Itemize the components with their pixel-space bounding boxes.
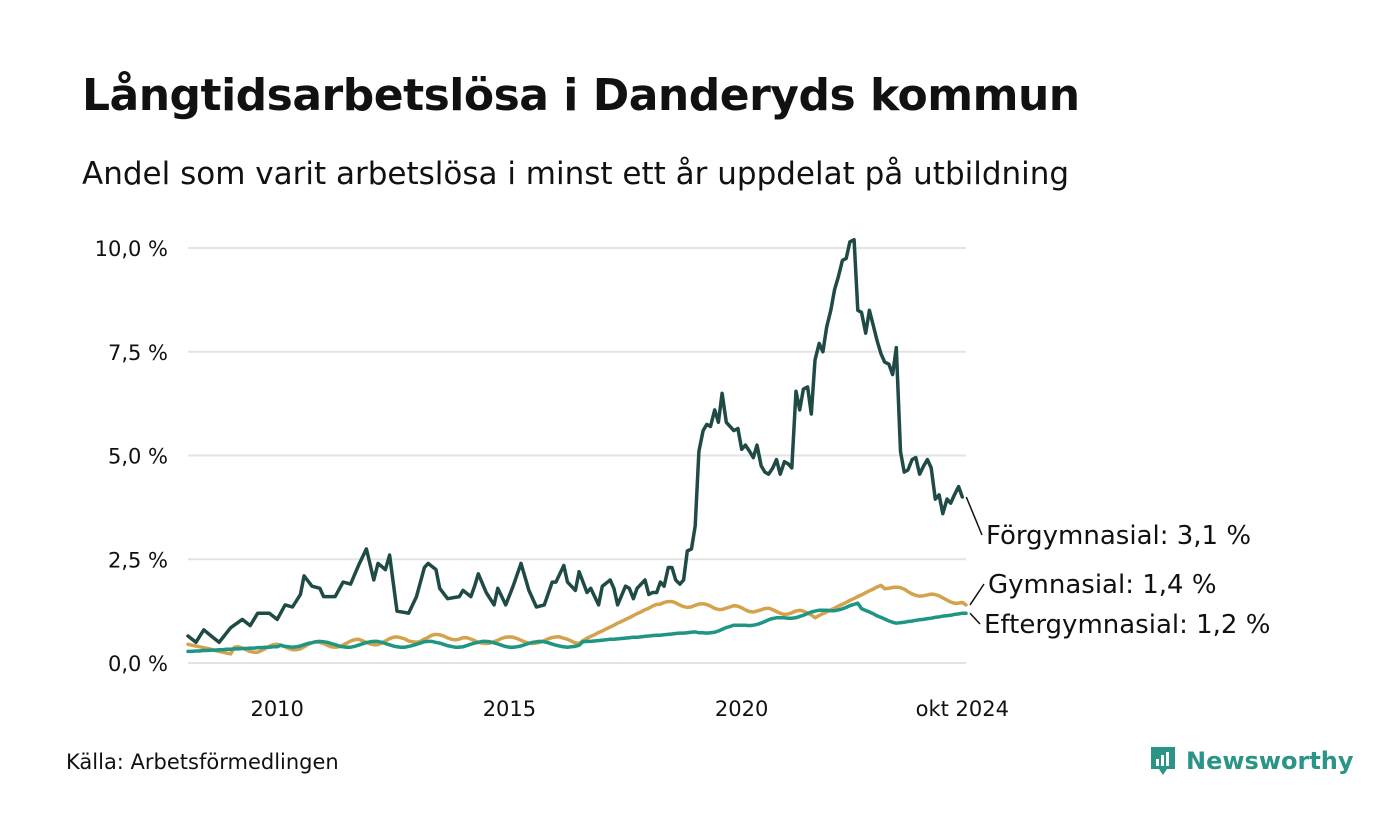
- x-tick-label: 2020: [715, 697, 768, 721]
- leader-line: [969, 612, 981, 625]
- x-tick-label: 2015: [483, 697, 536, 721]
- end-label-förgymnasial: Förgymnasial: 3,1 %: [986, 521, 1251, 551]
- series-lines: [186, 237, 968, 656]
- x-tick-label: okt 2024: [916, 697, 1009, 721]
- source-note: Källa: Arbetsförmedlingen: [66, 750, 339, 774]
- leader-line: [969, 583, 985, 606]
- x-tick-label: 2010: [250, 697, 303, 721]
- chart-subtitle: Andel som varit arbetslösa i minst ett å…: [82, 156, 1070, 192]
- y-axis: 0,0 % 2,5 % 5,0 % 7,5 % 10,0 %: [95, 237, 168, 676]
- x-axis: 2010 2015 2020 okt 2024: [250, 697, 1009, 721]
- y-tick-label: 0,0 %: [108, 652, 168, 676]
- y-tick-label: 10,0 %: [95, 237, 168, 261]
- chart-title: Långtidsarbetslösa i Danderyds kommun: [82, 70, 1080, 121]
- y-tick-label: 7,5 %: [108, 341, 168, 365]
- end-label-eftergymnasial: Eftergymnasial: 1,2 %: [984, 610, 1270, 640]
- leader-line: [965, 496, 983, 536]
- end-labels: Förgymnasial: 3,1 % Gymnasial: 1,4 % Efter…: [965, 496, 1270, 640]
- series-line-eftergymnasial: [186, 601, 968, 654]
- series-line-förgymnasial: [186, 237, 965, 645]
- y-tick-label: 5,0 %: [108, 445, 168, 469]
- brand-name: Newsworthy: [1186, 747, 1354, 775]
- y-tick-label: 2,5 %: [108, 548, 168, 572]
- gridlines: [188, 247, 966, 664]
- end-label-gymnasial: Gymnasial: 1,4 %: [988, 570, 1217, 600]
- newsworthy-logo-icon: [1151, 747, 1175, 775]
- brand: Newsworthy: [1148, 744, 1354, 778]
